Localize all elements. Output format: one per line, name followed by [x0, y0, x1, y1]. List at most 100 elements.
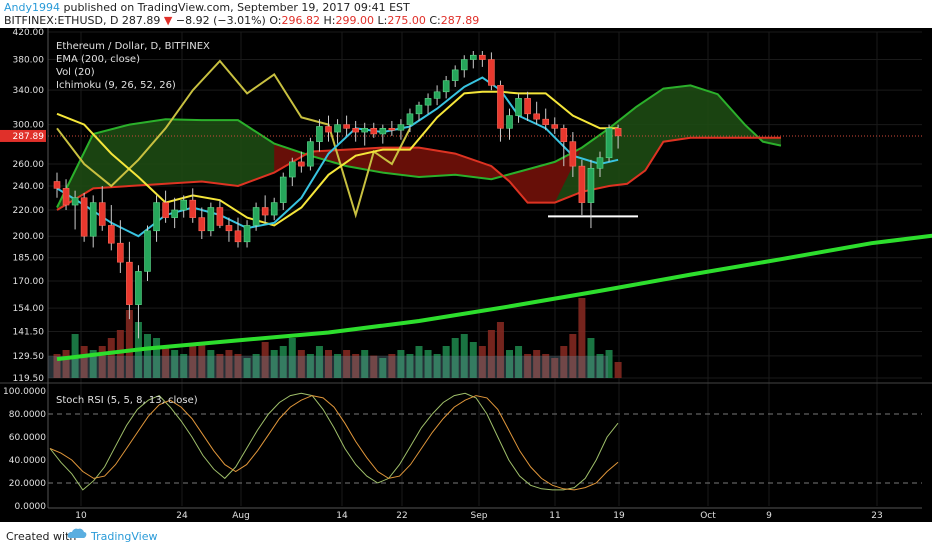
volume-bar	[343, 350, 351, 378]
ohlc-open: 296.82	[281, 14, 321, 27]
volume-bar	[325, 350, 332, 378]
y-tick-label: 220.00	[13, 206, 45, 216]
candle-down	[524, 98, 531, 115]
volume-bar	[153, 338, 161, 378]
candle-up	[135, 271, 142, 305]
stoch-rsi-d-line	[49, 395, 619, 491]
candle-down	[560, 128, 568, 142]
candle-up	[442, 80, 450, 93]
candle-up	[415, 104, 423, 115]
volume-bar	[551, 358, 559, 378]
volume-bar	[306, 354, 314, 378]
candle-down	[189, 199, 197, 218]
legend-ichimoku: Ichimoku (9, 26, 52, 26)	[56, 80, 176, 91]
volume-bar	[80, 346, 88, 378]
volume-bar	[270, 350, 278, 378]
candle-up	[406, 113, 414, 125]
volume-bar	[162, 346, 170, 378]
volume-bar	[478, 346, 486, 378]
volume-bar	[424, 350, 432, 378]
volume-bar	[433, 354, 441, 378]
candle-down	[298, 161, 305, 167]
symbol-line: BITFINEX:ETHUSD, D 287.89 ▼ −8.92 (−3.01…	[4, 14, 479, 27]
senkou-span-b-line	[56, 136, 781, 211]
volume-bar	[234, 354, 242, 378]
candle-down	[198, 217, 206, 232]
volume-bar	[125, 310, 133, 378]
candle-up	[207, 207, 215, 232]
volume-bar	[180, 354, 188, 378]
candlesticks	[53, 50, 622, 339]
volume-bar	[587, 338, 595, 378]
volume-bar	[605, 350, 613, 378]
ohlc-low: 275.00	[387, 14, 426, 27]
volume-bar	[451, 338, 459, 378]
candle-down	[578, 165, 586, 203]
candle-up	[288, 161, 296, 178]
volume-bar	[243, 358, 251, 378]
x-tick-label: 19	[613, 511, 625, 521]
rsi-tick-label: 40.0000	[9, 456, 46, 466]
volume-bar	[107, 338, 115, 378]
tradingview-brand-link[interactable]: TradingView	[91, 530, 158, 543]
candle-down	[479, 54, 486, 60]
candle-up	[379, 128, 387, 135]
chart-canvas[interactable]: 420.00380.00340.00300.00260.00240.00220.…	[0, 28, 932, 522]
candle-down	[162, 202, 169, 218]
y-tick-label: 380.00	[13, 56, 45, 66]
candle-up	[506, 115, 513, 129]
volume-bar	[116, 330, 124, 378]
candle-down	[388, 128, 396, 131]
candle-down	[98, 202, 106, 226]
candle-down	[108, 225, 115, 244]
y-tick-label: 300.00	[13, 121, 45, 131]
author-link[interactable]: Andy1994	[4, 1, 60, 14]
candle-down	[53, 181, 61, 189]
candle-up	[71, 197, 79, 206]
candle-down	[569, 141, 577, 167]
symbol-text: BITFINEX:ETHUSD, D	[4, 14, 119, 27]
volume-bar	[198, 342, 206, 378]
legend-ema: EMA (200, close)	[56, 54, 140, 65]
candle-down	[497, 85, 504, 129]
ohlc-close-label: C:	[429, 14, 441, 27]
stoch-rsi-k-line	[49, 392, 619, 491]
x-tick-label: 9	[766, 511, 772, 521]
candle-up	[605, 128, 613, 159]
candle-down	[126, 261, 133, 305]
y-tick-label: 340.00	[13, 86, 45, 96]
volume-bar	[144, 334, 151, 378]
candle-up	[270, 202, 278, 216]
candle-down	[614, 128, 622, 137]
candle-up	[451, 69, 459, 81]
volume-bar	[469, 342, 477, 378]
volume-bar	[578, 298, 586, 378]
y-tick-label: 185.00	[13, 254, 45, 264]
candle-up	[316, 126, 323, 142]
volume-bar	[216, 354, 224, 378]
volume-bar	[315, 346, 323, 378]
volume-bar	[334, 354, 342, 378]
volume-bar	[506, 350, 513, 378]
candle-down	[551, 124, 559, 129]
volume-bar	[524, 354, 532, 378]
candle-up	[252, 207, 260, 226]
tradingview-logo-icon	[67, 528, 87, 538]
rsi-tick-label: 20.0000	[9, 479, 46, 489]
y-tick-label: 154.00	[13, 304, 45, 314]
y-tick-label: 240.00	[13, 182, 45, 192]
rsi-tick-label: 100.0000	[3, 387, 46, 397]
volume-bar	[397, 350, 405, 378]
volume-bars	[48, 298, 622, 378]
x-tick-label: 10	[75, 511, 87, 521]
volume-bar	[496, 322, 504, 378]
candle-up	[361, 128, 369, 133]
volume-bar	[406, 354, 414, 378]
ema200-line	[56, 233, 932, 362]
x-tick-label: Aug	[232, 511, 250, 521]
volume-bar	[89, 350, 97, 378]
candle-up	[397, 124, 405, 131]
senkou-span-a-line	[56, 84, 782, 208]
candle-up	[587, 167, 595, 203]
volume-bar	[207, 350, 215, 378]
